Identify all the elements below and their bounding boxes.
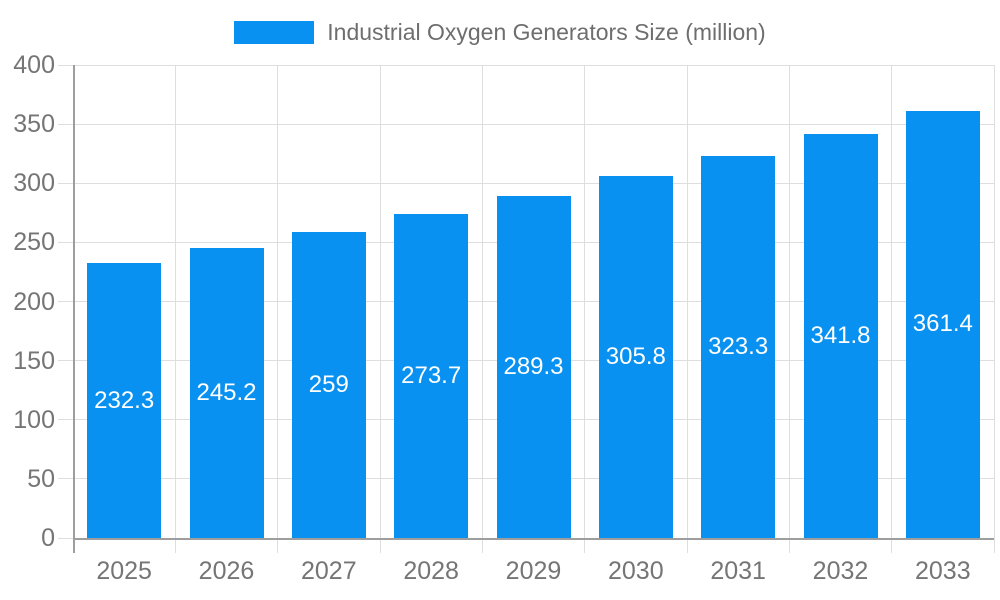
y-tick — [58, 478, 73, 480]
x-tick — [481, 538, 483, 553]
bar[interactable]: 259 — [291, 231, 366, 538]
x-tick — [379, 538, 381, 553]
bar-value-label: 323.3 — [708, 332, 769, 360]
bar[interactable]: 245.2 — [189, 248, 264, 538]
v-gridline — [379, 65, 381, 538]
y-tick — [58, 64, 73, 66]
x-axis-tick-label: 2030 — [608, 557, 664, 585]
y-axis-tick-label: 0 — [41, 524, 55, 552]
x-tick — [174, 538, 176, 553]
y-axis-tick-label: 400 — [13, 51, 55, 79]
x-axis-line — [73, 538, 994, 540]
y-tick — [58, 537, 73, 539]
x-axis-tick-label: 2026 — [198, 557, 255, 585]
bar-value-label: 361.4 — [912, 310, 973, 338]
bar-value-label: 245.2 — [196, 379, 257, 407]
bar-value-label: 232.3 — [94, 386, 155, 414]
x-tick — [277, 538, 279, 553]
y-tick — [58, 123, 73, 125]
v-gridline — [174, 65, 176, 538]
x-axis-tick-label: 2031 — [710, 557, 766, 585]
y-axis-tick-label: 250 — [13, 228, 55, 257]
bar-value-label: 273.7 — [401, 362, 462, 390]
x-tick — [584, 538, 586, 553]
x-axis-tick-label: 2029 — [505, 557, 562, 585]
bar[interactable]: 305.8 — [598, 176, 673, 538]
bar[interactable]: 289.3 — [496, 195, 571, 538]
bar[interactable]: 361.4 — [905, 110, 980, 538]
y-axis-tick-label: 150 — [13, 346, 55, 375]
x-tick — [788, 538, 790, 553]
x-tick — [891, 538, 893, 553]
y-tick — [58, 182, 73, 184]
x-tick — [993, 538, 995, 553]
x-axis-tick-label: 2028 — [403, 557, 459, 585]
y-axis-tick-label: 350 — [13, 110, 55, 139]
y-tick — [58, 360, 73, 362]
legend-swatch — [234, 20, 315, 44]
x-axis-tick-label: 2025 — [96, 557, 152, 585]
v-gridline — [891, 65, 893, 538]
y-tick — [58, 241, 73, 243]
bar[interactable]: 341.8 — [803, 133, 878, 538]
v-gridline — [788, 65, 790, 538]
x-axis-tick-label: 2033 — [915, 557, 971, 585]
v-gridline — [686, 65, 688, 538]
v-gridline — [993, 65, 995, 538]
bar-value-label: 341.8 — [810, 321, 871, 349]
bar[interactable]: 323.3 — [701, 155, 776, 538]
y-axis-tick-label: 200 — [13, 287, 55, 316]
bar[interactable]: 273.7 — [394, 214, 469, 538]
bar-value-label: 259 — [308, 370, 349, 398]
y-axis-line — [73, 65, 75, 553]
bar-value-label: 289.3 — [503, 352, 564, 380]
x-axis-tick-label: 2027 — [301, 557, 357, 585]
h-gridline — [73, 64, 994, 66]
bar[interactable]: 232.3 — [87, 263, 162, 538]
y-tick — [58, 301, 73, 302]
plot-area: 0 50 100 150 200 250 300 350 400 232.3 2025 245.2 20… — [13, 51, 995, 585]
v-gridline — [277, 65, 279, 538]
y-axis-tick-label: 300 — [13, 169, 55, 198]
bar-value-label: 305.8 — [605, 343, 666, 371]
v-gridline — [584, 65, 586, 538]
v-gridline — [481, 65, 483, 538]
y-axis-tick-label: 50 — [27, 464, 55, 493]
h-gridline — [73, 182, 994, 184]
x-tick — [686, 538, 688, 553]
x-axis-tick-label: 2032 — [812, 557, 869, 585]
legend[interactable]: Industrial Oxygen Generators Size (milli… — [0, 18, 1000, 45]
legend-label: Industrial Oxygen Generators Size (milli… — [327, 18, 766, 45]
y-axis-tick-label: 100 — [13, 405, 55, 434]
h-gridline — [73, 123, 994, 125]
y-tick — [58, 419, 73, 421]
